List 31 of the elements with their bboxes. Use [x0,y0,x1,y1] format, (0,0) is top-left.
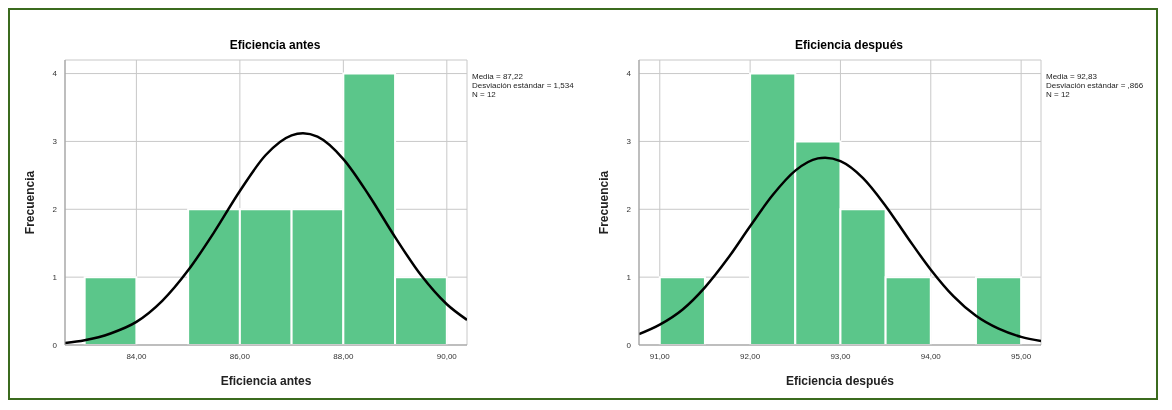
y-axis-title: Frecuencia [23,170,38,235]
y-tick-label: 0 [626,340,632,350]
text: Desviación estándar = 1,534 [472,81,575,90]
x-axis-title: Eficiencia antes [220,374,312,388]
x-tick-label: 92,00 [740,351,761,361]
y-tick-label: 1 [626,272,632,282]
y-tick-label: 4 [626,69,632,79]
y-tick-label: 3 [626,137,632,147]
x-tick-label: 88,00 [333,351,354,361]
text: Desviación estándar = ,866 [1046,81,1145,90]
text: Media = 87,22 [472,72,524,81]
x-tick-label: 84,00 [126,351,147,361]
y-tick-label: 3 [52,137,58,147]
x-tick-label: 90,00 [436,351,458,361]
y-tick-label: 1 [52,272,58,282]
y-tick-label: 4 [52,69,58,79]
y-tick-label: 0 [52,340,58,350]
chart-title: Eficiencia después [793,38,904,52]
x-tick-label: 91,00 [649,351,671,361]
y-tick-label: 2 [52,205,58,215]
x-tick-label: 94,00 [920,351,942,361]
x-tick-label: 93,00 [830,351,852,361]
text: N = 12 [472,90,497,99]
y-tick-label: 2 [626,205,632,215]
x-axis-title: Eficiencia después [785,374,895,388]
x-tick-label: 86,00 [229,351,251,361]
text: Media = 92,83 [1046,72,1098,81]
text: N = 12 [1046,90,1071,99]
y-axis-title: Frecuencia [597,170,612,235]
chart-title: Eficiencia antes [228,38,322,52]
x-tick-label: 95,00 [1011,351,1032,361]
